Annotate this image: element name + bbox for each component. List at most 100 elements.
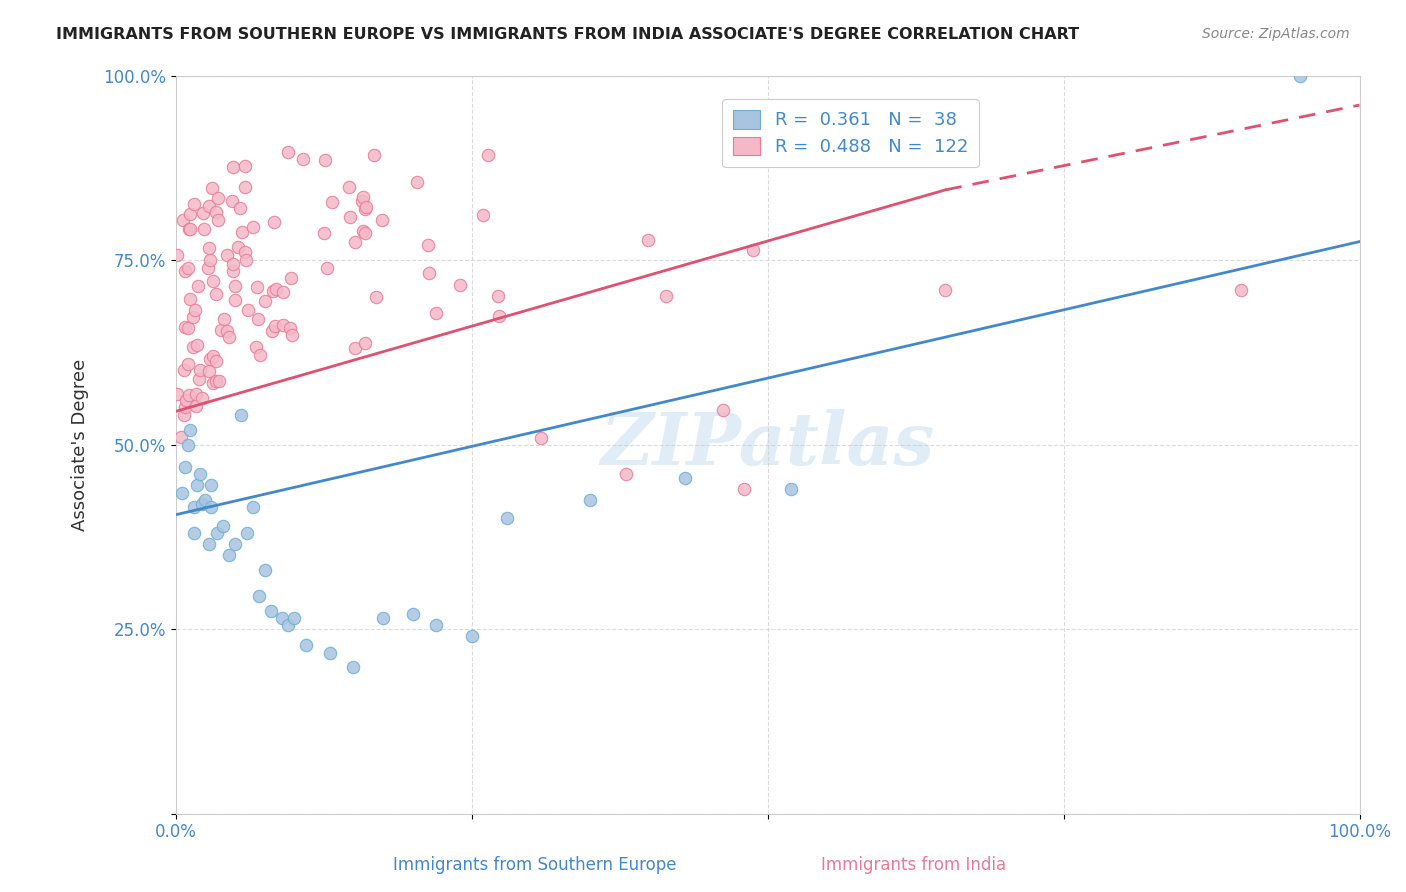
Point <box>354 202 377 216</box>
Point <box>202 376 225 391</box>
Point <box>471 208 494 222</box>
Point <box>246 312 269 326</box>
Point <box>222 264 245 278</box>
Point <box>352 194 374 208</box>
Text: Source: ZipAtlas.com: Source: ZipAtlas.com <box>1202 27 1350 41</box>
Point <box>177 357 200 371</box>
Point <box>186 338 208 352</box>
Point <box>233 180 256 194</box>
Point <box>207 213 229 227</box>
Point <box>204 354 226 368</box>
Point <box>245 340 267 354</box>
Point <box>277 618 299 632</box>
Point <box>249 348 271 362</box>
Point <box>218 330 240 344</box>
Point <box>711 403 734 417</box>
Point <box>321 195 343 210</box>
Y-axis label: Associate's Degree: Associate's Degree <box>72 359 89 531</box>
Point <box>461 630 484 644</box>
Point <box>934 283 956 297</box>
Point <box>173 363 195 377</box>
Point <box>198 241 221 255</box>
Point <box>179 206 201 220</box>
Point <box>177 261 200 276</box>
Point <box>201 180 224 194</box>
Point <box>363 148 385 162</box>
Point <box>177 388 200 402</box>
Point <box>247 589 270 603</box>
Point <box>733 482 755 496</box>
Point <box>352 190 374 204</box>
Point <box>174 392 197 407</box>
Point <box>205 374 228 388</box>
Point <box>224 537 246 551</box>
Point <box>197 364 219 378</box>
Point <box>183 197 205 211</box>
Point <box>337 179 360 194</box>
Point <box>371 611 394 625</box>
Point <box>184 399 207 413</box>
Text: ZIPatlas: ZIPatlas <box>600 409 935 480</box>
Point <box>353 227 375 241</box>
Point <box>179 221 201 235</box>
Point <box>292 152 315 166</box>
Point <box>186 386 208 401</box>
Point <box>654 288 676 302</box>
Point <box>278 321 301 335</box>
Point <box>319 646 342 660</box>
Point <box>177 320 200 334</box>
Point <box>222 257 245 271</box>
Point <box>181 310 204 325</box>
Point <box>224 279 246 293</box>
Point <box>217 325 239 339</box>
Point <box>264 282 287 296</box>
Point <box>312 226 335 240</box>
Point <box>1230 283 1253 297</box>
Point <box>184 302 207 317</box>
Point <box>188 467 211 481</box>
Point <box>530 432 553 446</box>
Point <box>449 277 471 292</box>
Point <box>425 618 447 632</box>
Point <box>233 245 256 260</box>
Point <box>212 312 235 326</box>
Point <box>166 386 188 401</box>
Point <box>200 478 222 492</box>
Point <box>208 374 231 388</box>
Point <box>236 302 259 317</box>
Point <box>253 563 276 577</box>
Point <box>254 293 277 308</box>
Point <box>200 500 222 515</box>
Point <box>262 284 284 298</box>
Point <box>166 248 188 262</box>
Point <box>401 607 423 622</box>
Point <box>354 200 377 214</box>
Point <box>226 240 249 254</box>
Point <box>191 497 214 511</box>
Point <box>273 285 295 300</box>
Point <box>283 611 305 625</box>
Point <box>197 199 219 213</box>
Point <box>416 238 439 252</box>
Point <box>198 253 221 268</box>
Point <box>221 194 243 208</box>
Point <box>295 638 318 652</box>
Point <box>579 492 602 507</box>
Point <box>1289 69 1312 83</box>
Point <box>343 235 366 249</box>
Text: IMMIGRANTS FROM SOUTHERN EUROPE VS IMMIGRANTS FROM INDIA ASSOCIATE'S DEGREE CORR: IMMIGRANTS FROM SOUTHERN EUROPE VS IMMIG… <box>56 27 1080 42</box>
Point <box>673 471 696 485</box>
Point <box>173 319 195 334</box>
Point <box>280 328 302 343</box>
Point <box>741 243 763 257</box>
Point <box>263 215 285 229</box>
Point <box>353 336 375 351</box>
Point <box>207 526 229 541</box>
Point <box>173 264 195 278</box>
Point <box>187 372 209 386</box>
Point <box>202 274 225 288</box>
Point <box>477 148 499 162</box>
Point <box>183 526 205 541</box>
Point <box>780 482 803 496</box>
Point <box>339 210 361 224</box>
